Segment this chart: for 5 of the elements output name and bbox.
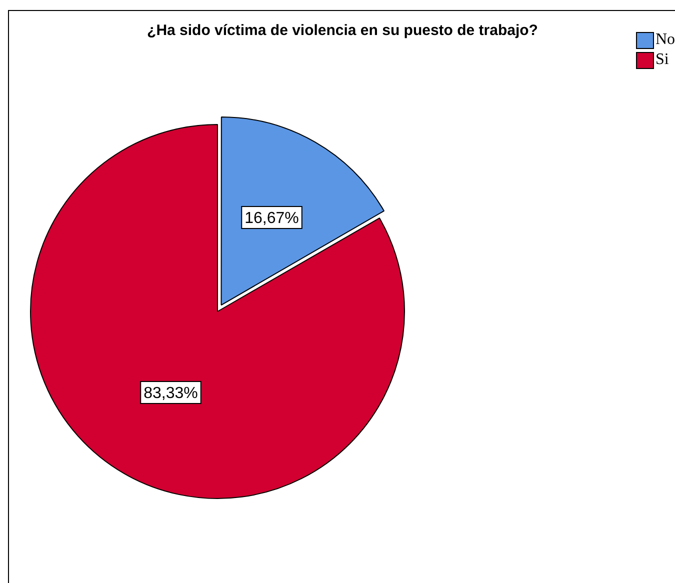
chart-title: ¿Ha sido víctima de violencia en su puesto de trabajo? bbox=[147, 22, 538, 39]
data-label: 83,33% bbox=[144, 384, 198, 402]
legend-label: No bbox=[655, 31, 675, 49]
legend-label: Si bbox=[655, 51, 669, 69]
data-label: 16,67% bbox=[244, 210, 299, 227]
